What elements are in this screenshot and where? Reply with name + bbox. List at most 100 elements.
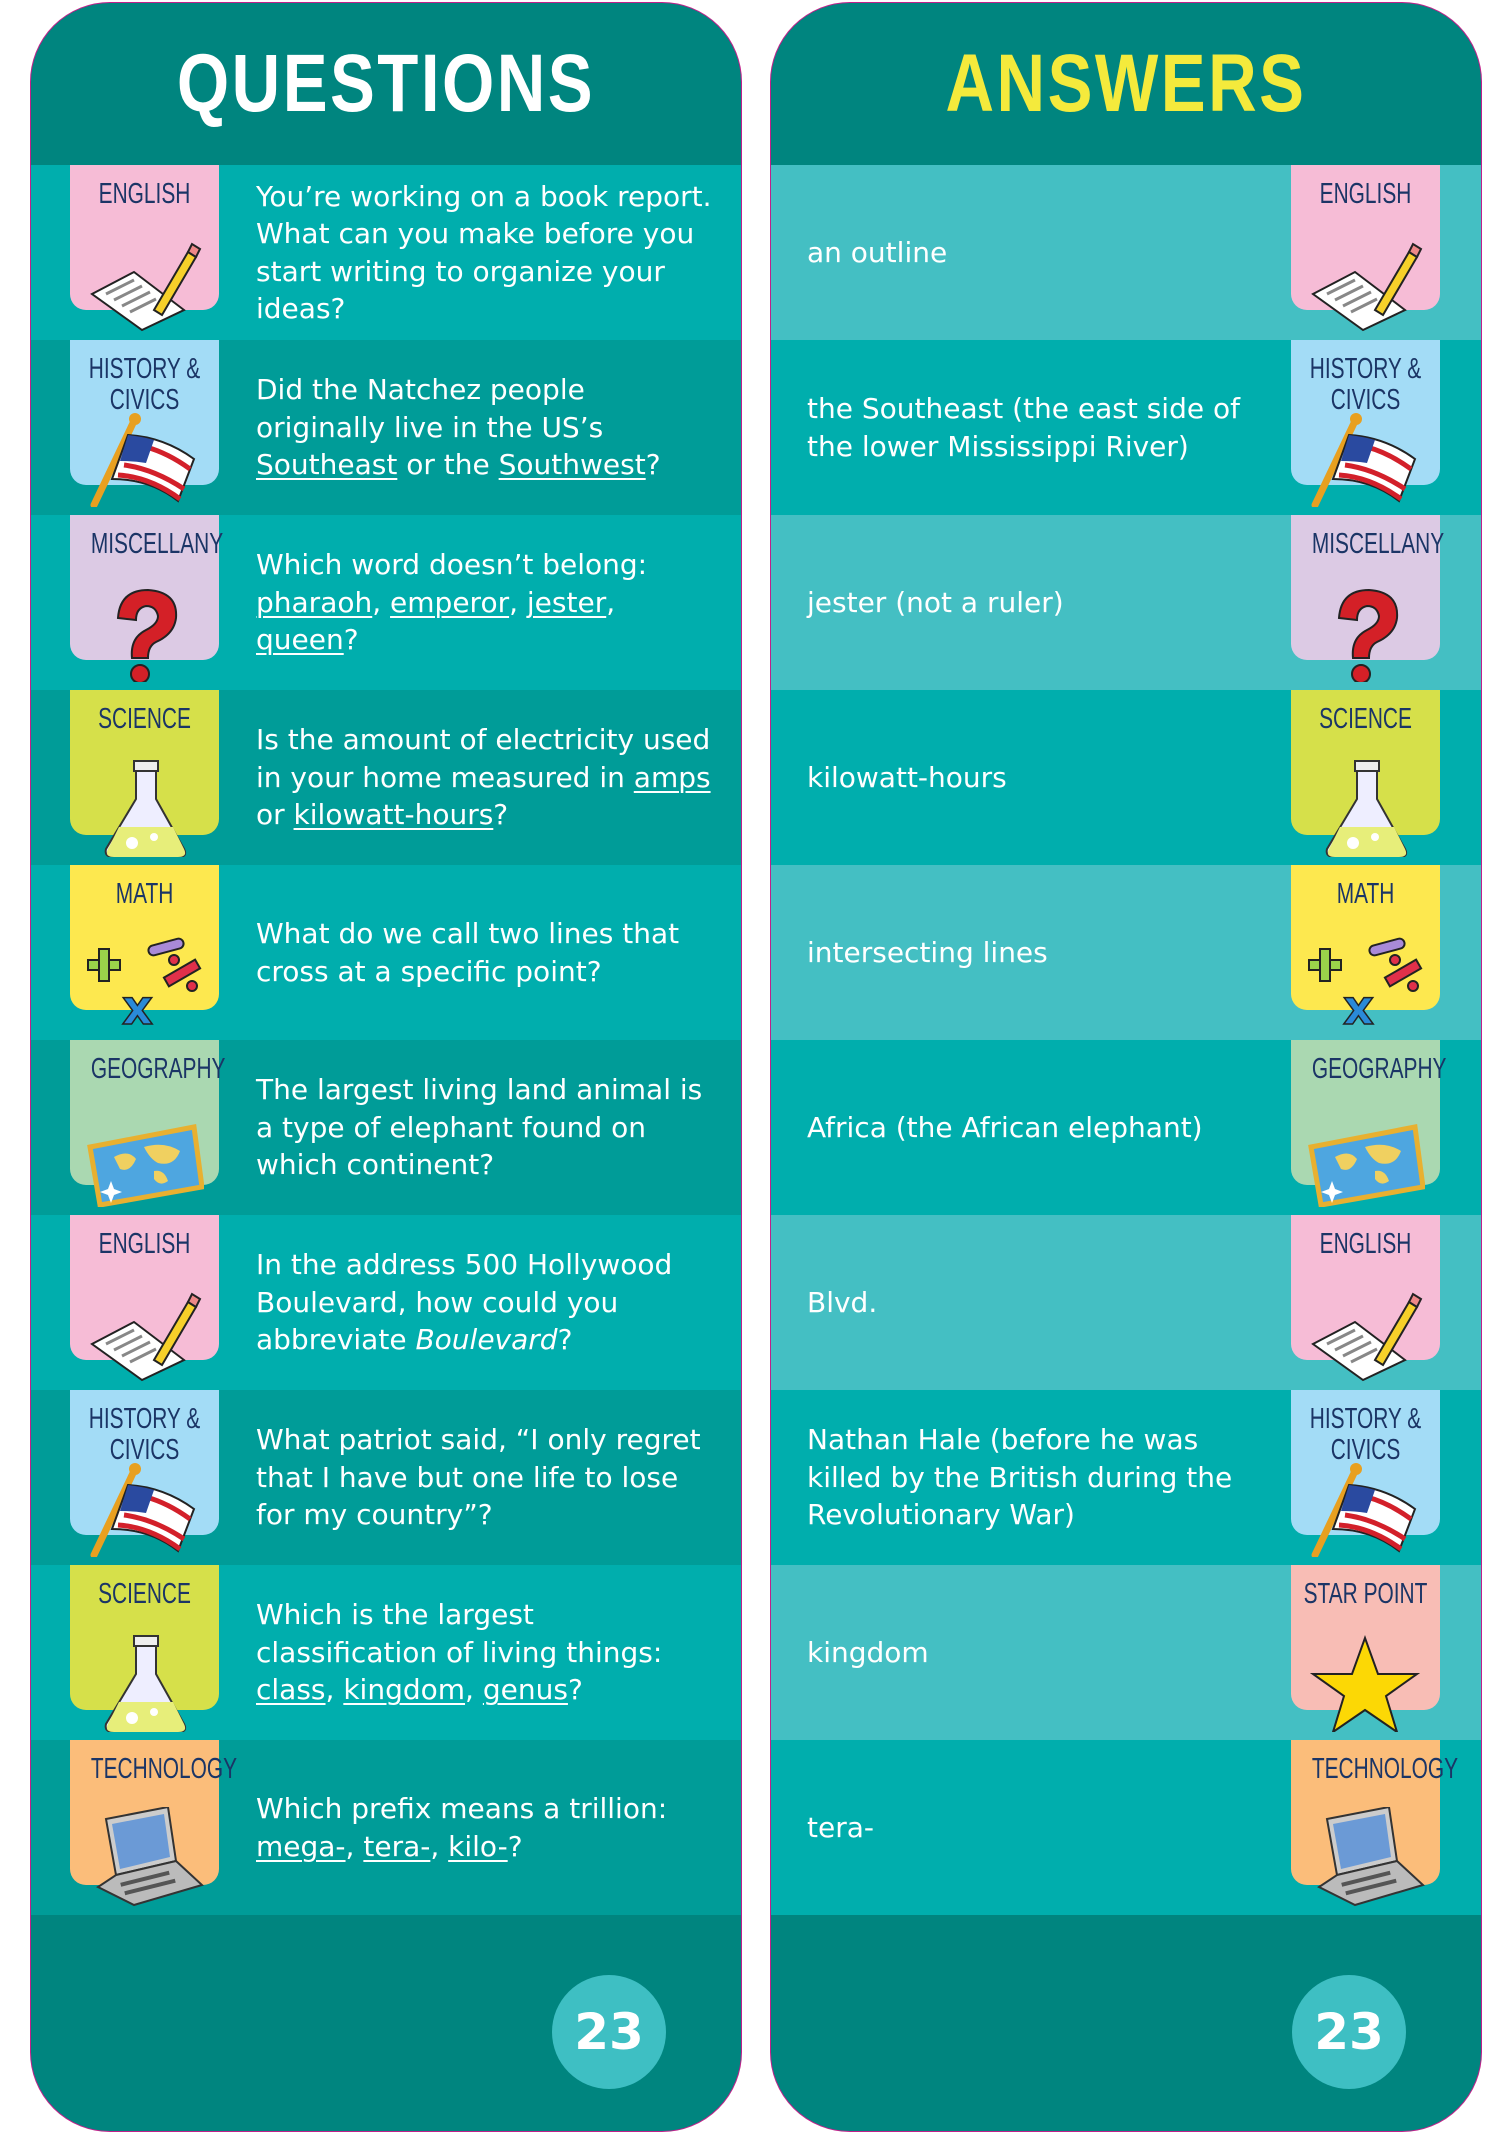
american-flag-icon xyxy=(84,407,204,509)
category-tile: SCIENCE xyxy=(70,690,219,858)
question-row: TECHNOLOGY Which prefix means a trillion:… xyxy=(31,1740,741,1915)
category-label: ENGLISH xyxy=(98,178,191,210)
world-map-icon xyxy=(1305,1107,1426,1208)
answer-text: Blvd. xyxy=(807,1285,878,1319)
question-text: You’re working on a book report. What ca… xyxy=(256,178,713,328)
question-text-segment: ? xyxy=(343,623,359,657)
star-icon xyxy=(1305,1632,1425,1735)
category-tile: TECHNOLOGY xyxy=(70,1740,237,1907)
paper-pencil-icon xyxy=(84,232,204,332)
answer-option: Southeast xyxy=(256,448,398,482)
category-label: MISCELLANY xyxy=(90,528,224,560)
answer-text: kilowatt-hours xyxy=(807,760,1007,794)
question-text: The largest living land animal is a type… xyxy=(256,1071,713,1184)
category-label: SCIENCE xyxy=(98,703,191,735)
world-map-icon xyxy=(84,1107,205,1208)
laptop-icon xyxy=(84,1805,204,1907)
questions-title: QUESTIONS xyxy=(176,38,596,129)
answer-text: kingdom xyxy=(807,1635,929,1669)
category-tile: ENGLISH xyxy=(70,165,219,332)
answer-option: genus xyxy=(482,1673,568,1707)
answers-card: ANSWERS an outline ENGLISH the Southeast (… xyxy=(770,2,1482,2132)
category-label: TECHNOLOGY xyxy=(1311,1753,1459,1785)
math-symbols-icon: x xyxy=(84,932,204,1037)
question-text-segment: or xyxy=(256,798,294,832)
answer-row: jester (not a ruler) MISCELLANY xyxy=(771,515,1481,690)
question-text-segment: Which prefix means a trillion: xyxy=(256,1792,668,1825)
answer-row: the Southeast (the east side of the lowe… xyxy=(771,340,1481,515)
answers-list: an outline ENGLISH the Southeast (the east… xyxy=(771,165,1481,1915)
category-label: HISTORY & CIVICS xyxy=(88,353,201,416)
question-row: ENGLISH In the address 500 Hollywood Boul… xyxy=(31,1215,741,1390)
answers-title: ANSWERS xyxy=(945,38,1307,129)
paper-pencil-icon xyxy=(1305,1282,1425,1382)
category-label: MATH xyxy=(115,878,174,910)
answer-row: tera- TECHNOLOGY xyxy=(771,1740,1481,1915)
question-text-segment: , xyxy=(325,1673,344,1707)
flask-icon xyxy=(84,757,204,858)
category-tile: ENGLISH xyxy=(70,1215,219,1382)
category-tile: ENGLISH xyxy=(1291,1215,1440,1382)
category-label: GEOGRAPHY xyxy=(90,1053,226,1085)
answers-footer: 23 xyxy=(771,1915,1481,2131)
question-text-segment: What do we call two lines that cross at … xyxy=(256,917,680,988)
category-tile: ENGLISH xyxy=(1291,165,1440,332)
question-text-segment: What patriot said, “I only regret that I… xyxy=(256,1423,701,1532)
question-row: HISTORY & CIVICS What patriot said, “I on… xyxy=(31,1390,741,1565)
answer-row: Africa (the African elephant) GEOGRAPHY xyxy=(771,1040,1481,1215)
category-label: GEOGRAPHY xyxy=(1311,1053,1447,1085)
american-flag-icon xyxy=(1305,1457,1425,1559)
question-text-segment: , xyxy=(430,1829,449,1863)
category-label: ENGLISH xyxy=(98,1228,191,1260)
question-mark-icon xyxy=(84,582,204,684)
category-label: HISTORY & CIVICS xyxy=(88,1403,201,1466)
question-row: MATH x What do we call two lines that cros… xyxy=(31,865,741,1040)
category-tile: SCIENCE xyxy=(1291,690,1440,858)
answer-option: kilowatt-hours xyxy=(293,798,494,832)
question-row: GEOGRAPHY The largest living land animal … xyxy=(31,1040,741,1215)
question-mark-icon xyxy=(1305,582,1425,684)
question-text-segment: ? xyxy=(507,1829,523,1863)
category-tile: MISCELLANY xyxy=(70,515,224,684)
answer-text: Africa (the African elephant) xyxy=(807,1110,1203,1144)
questions-footer: 23 xyxy=(31,1915,741,2131)
flask-icon xyxy=(84,1632,204,1733)
answer-option: kingdom xyxy=(343,1673,466,1707)
answer-row: Blvd. ENGLISH xyxy=(771,1215,1481,1390)
answer-option: Southwest xyxy=(498,448,646,482)
questions-card: QUESTIONS ENGLISH You’re working on a boo… xyxy=(30,2,742,2132)
category-tile: GEOGRAPHY xyxy=(70,1040,226,1208)
question-text-segment: , xyxy=(465,1673,483,1707)
answer-option: emperor xyxy=(390,585,510,619)
flask-icon xyxy=(1305,757,1425,858)
question-text: Which word doesn’t belong: pharaoh, empe… xyxy=(256,546,713,659)
paper-pencil-icon xyxy=(1305,232,1425,332)
american-flag-icon xyxy=(84,1457,204,1559)
answer-option: tera- xyxy=(363,1829,431,1863)
question-text-segment: , xyxy=(345,1829,364,1863)
answer-row: kingdom STAR POINT xyxy=(771,1565,1481,1740)
category-label: ENGLISH xyxy=(1319,178,1412,210)
question-text: In the address 500 Hollywood Boulevard, … xyxy=(256,1246,713,1359)
answer-row: intersecting lines MATH x xyxy=(771,865,1481,1040)
answer-text: an outline xyxy=(807,235,948,269)
category-label: STAR POINT xyxy=(1303,1578,1428,1610)
question-text-segment: , xyxy=(509,585,527,619)
question-text: What patriot said, “I only regret that I… xyxy=(256,1421,713,1534)
answer-row: kilowatt-hours SCIENCE xyxy=(771,690,1481,865)
question-text-segment: ? xyxy=(567,1673,583,1707)
paper-pencil-icon xyxy=(84,1282,204,1382)
question-text-segment: or the xyxy=(397,448,499,482)
category-label: ENGLISH xyxy=(1319,1228,1412,1260)
question-text-segment: Boulevard xyxy=(415,1323,558,1357)
answer-row: an outline ENGLISH xyxy=(771,165,1481,340)
answer-text: tera- xyxy=(807,1810,874,1844)
category-label: MATH xyxy=(1336,878,1395,910)
category-label: MISCELLANY xyxy=(1311,528,1445,560)
svg-text:x: x xyxy=(122,980,153,1032)
question-text-segment: Is the amount of electricity used in you… xyxy=(256,723,711,794)
question-text-segment: In the address 500 Hollywood Boulevard, … xyxy=(256,1248,673,1357)
category-tile: HISTORY & CIVICS xyxy=(70,1390,219,1559)
category-tile: HISTORY & CIVICS xyxy=(1291,1390,1440,1559)
answer-text: the Southeast (the east side of the lowe… xyxy=(807,392,1240,463)
